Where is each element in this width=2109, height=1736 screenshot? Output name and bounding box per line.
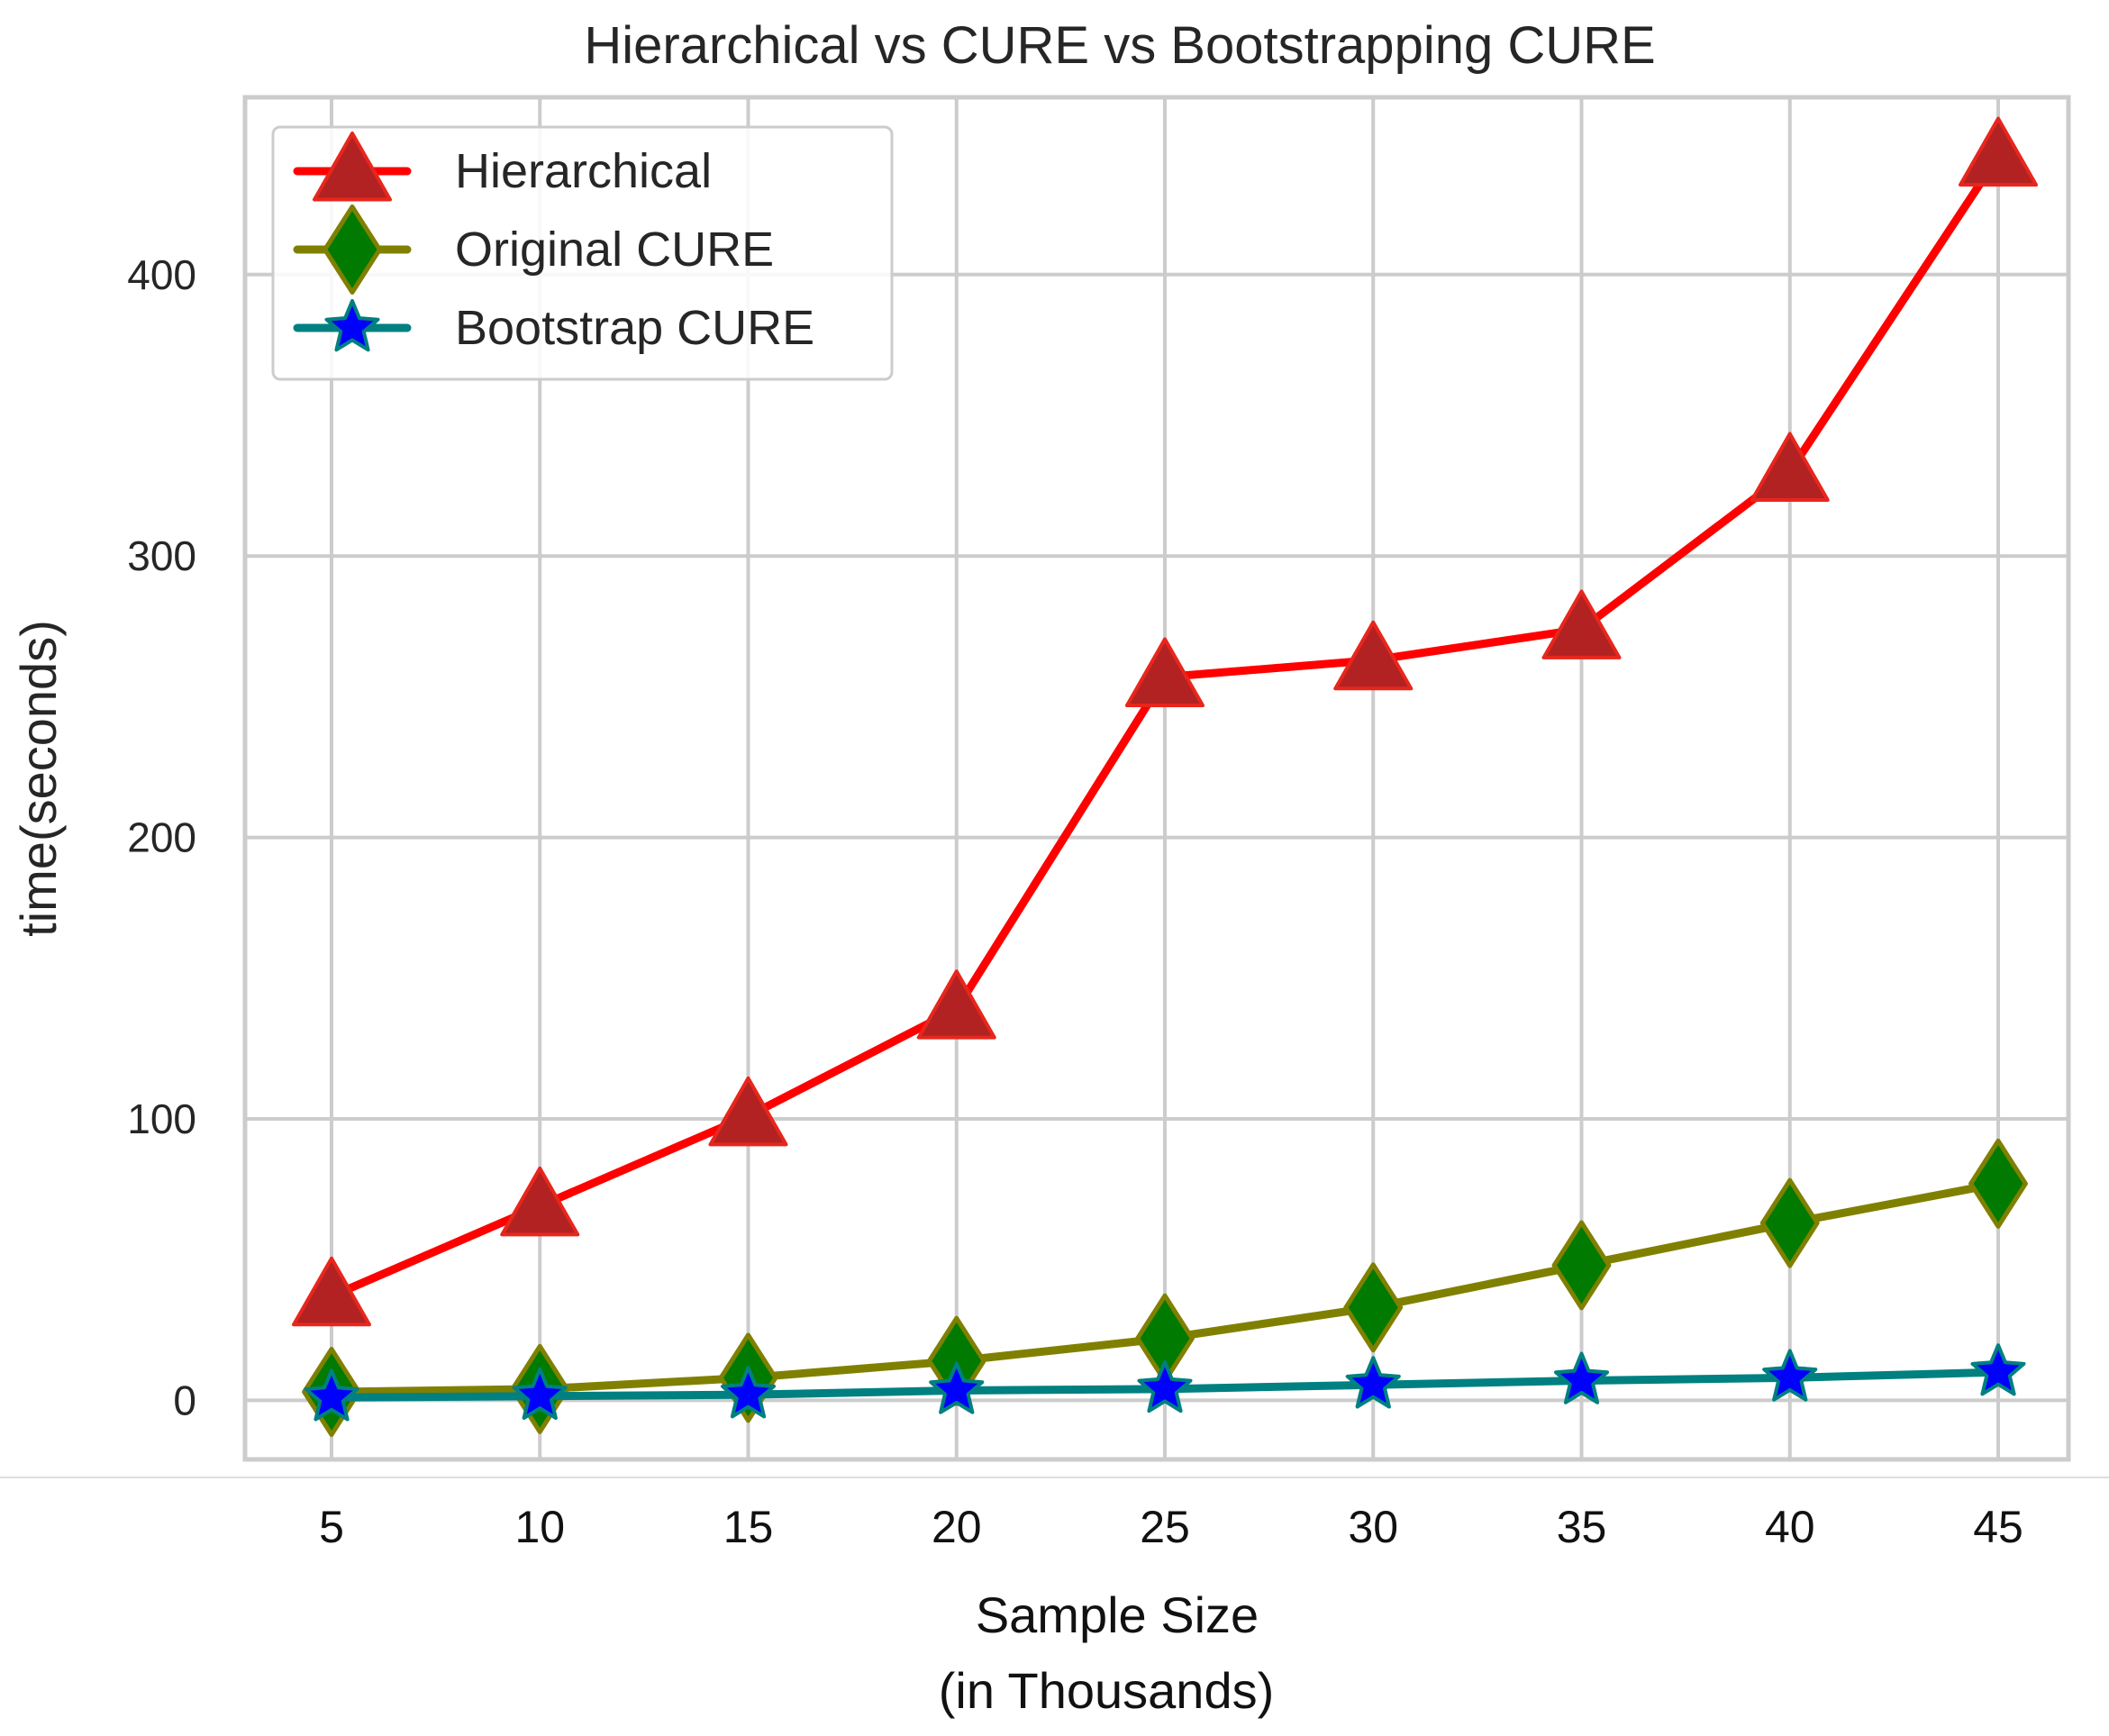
x-tick-label: 10 xyxy=(514,1502,565,1552)
x-tick-label: 40 xyxy=(1765,1502,1815,1552)
y-tick-label: 400 xyxy=(127,251,196,298)
star-marker-point xyxy=(929,1361,985,1414)
legend: Hierarchical Original CURE Bootstrap CURE xyxy=(271,125,894,381)
triangle-marker-point xyxy=(500,1166,580,1237)
legend-star-icon xyxy=(324,299,380,352)
y-tick-label: 200 xyxy=(127,814,196,861)
triangle-marker-point xyxy=(1125,637,1204,708)
series-layer xyxy=(292,116,2038,1438)
diamond-marker-point xyxy=(1759,1177,1820,1268)
y-axis-label: time(seconds) xyxy=(10,620,67,937)
x-tick-label: 15 xyxy=(723,1502,774,1552)
series-hierarchical xyxy=(292,116,2038,1327)
x-tick-label: 45 xyxy=(1973,1502,2023,1552)
y-tick-labels: 0 100 200 300 400 xyxy=(127,251,196,1424)
legend-label: Original CURE xyxy=(455,223,774,277)
star-marker-point xyxy=(1345,1356,1401,1409)
legend-label: Bootstrap CURE xyxy=(455,301,814,355)
triangle-marker-point xyxy=(1541,589,1622,659)
legend-label: Hierarchical xyxy=(455,144,712,198)
star-marker-point xyxy=(304,1368,359,1422)
star-marker-point xyxy=(1137,1359,1193,1413)
legend-triangle-icon xyxy=(313,132,392,202)
triangle-marker-point xyxy=(708,1076,788,1147)
star-marker-point xyxy=(1970,1343,2026,1396)
diamond-marker-point xyxy=(1551,1220,1612,1311)
x-tick-label: 20 xyxy=(932,1502,982,1552)
x-axis-label-line-1: Sample Size xyxy=(976,1586,1259,1643)
y-tick-label: 100 xyxy=(127,1095,196,1142)
star-marker-point xyxy=(721,1366,776,1419)
y-tick-label: 300 xyxy=(127,532,196,579)
triangle-marker-point xyxy=(916,969,996,1040)
x-tick-label: 35 xyxy=(1557,1502,1607,1552)
series-bootstrap-cure xyxy=(304,1343,2026,1422)
triangle-marker-point xyxy=(1750,432,1830,502)
triangle-marker-point xyxy=(1333,620,1414,691)
triangle-marker-point xyxy=(292,1256,371,1327)
x-tick-label: 30 xyxy=(1348,1502,1398,1552)
plot-frame xyxy=(242,95,2071,1462)
diamond-marker-point xyxy=(1343,1262,1404,1353)
x-axis-label-line-2: (in Thousands) xyxy=(939,1662,1275,1719)
y-tick-label: 0 xyxy=(173,1377,196,1423)
diamond-marker-point xyxy=(1968,1138,2028,1229)
legend-diamond-icon xyxy=(323,205,382,295)
star-marker-point xyxy=(1762,1349,1818,1402)
legend-box xyxy=(271,125,894,381)
x-tick-label: 25 xyxy=(1140,1502,1190,1552)
star-marker-point xyxy=(512,1367,568,1420)
star-marker-point xyxy=(1554,1351,1609,1404)
x-tick-labels: 5 10 15 20 25 30 35 40 45 xyxy=(319,1502,2023,1552)
x-tick-label: 5 xyxy=(319,1502,344,1552)
triangle-marker-point xyxy=(1959,116,2038,187)
chart-title: Hierarchical vs CURE vs Bootstrapping CU… xyxy=(584,16,1655,75)
